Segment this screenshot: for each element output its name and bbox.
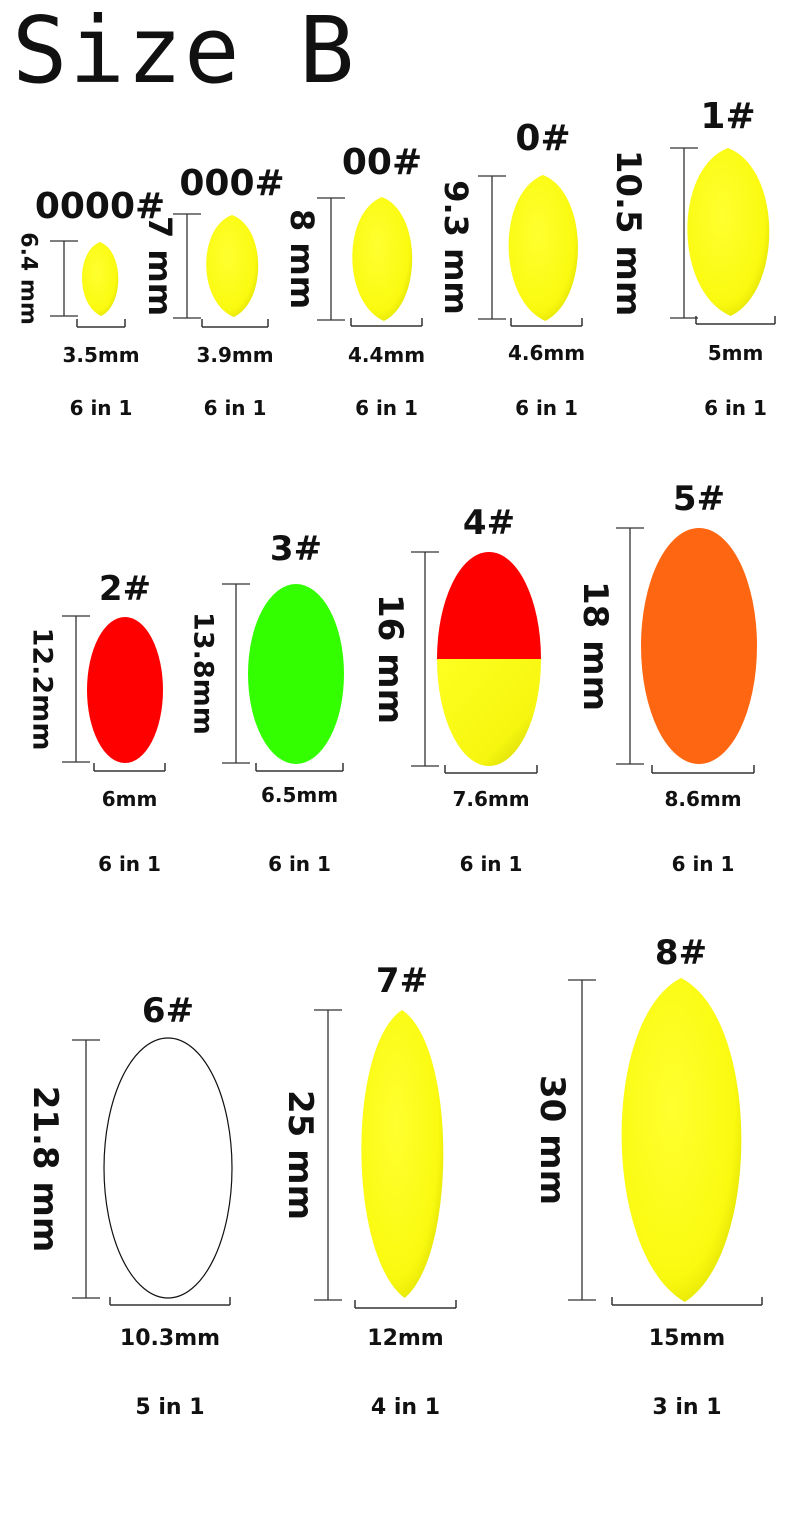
float-item-f7: 7# 25 mm 12mm 4 in 1	[280, 961, 457, 1420]
float-number-label: 0#	[515, 118, 570, 159]
float-pack-label: 5 in 1	[135, 1395, 204, 1420]
page-title: Size B	[12, 0, 357, 104]
float-body	[248, 584, 344, 764]
float-pack-label: 6 in 1	[672, 852, 735, 876]
float-pack-label: 6 in 1	[515, 396, 578, 420]
float-height-label: 16 mm	[370, 594, 410, 724]
float-item-f0: 0# 9.3 mm 4.6mm 6 in 1	[437, 118, 585, 420]
float-number-label: 5#	[673, 479, 725, 519]
float-item-f000: 000#7 mm 3.9mm 6 in 1	[141, 163, 285, 420]
float-pack-label: 6 in 1	[268, 852, 331, 876]
float-pack-label: 6 in 1	[70, 396, 133, 420]
float-number-label: 2#	[99, 569, 151, 609]
float-pack-label: 6 in 1	[704, 396, 767, 420]
float-height-label: 7 mm	[141, 216, 179, 316]
float-body	[508, 175, 578, 321]
float-width-label: 3.9mm	[196, 343, 273, 367]
float-item-f6: 6# 21.8 mm 10.3mm 5 in 1	[25, 991, 233, 1420]
float-body	[206, 215, 259, 317]
float-number-label: 6#	[142, 991, 194, 1031]
float-pack-label: 6 in 1	[460, 852, 523, 876]
float-body	[352, 197, 413, 321]
float-body	[103, 1037, 233, 1299]
float-number-label: 0000#	[35, 186, 165, 227]
float-item-f4: 4# 16 mm 7.6mm 6 in 1	[370, 503, 541, 876]
float-number-label: 1#	[700, 96, 755, 137]
float-height-label: 9.3 mm	[437, 180, 475, 315]
float-width-label: 10.3mm	[120, 1326, 220, 1351]
float-height-label: 18 mm	[575, 581, 615, 711]
float-width-label: 4.4mm	[348, 343, 425, 367]
float-height-label: 12.2mm	[27, 628, 58, 751]
float-width-label: 6.5mm	[261, 783, 338, 807]
float-item-f1: 1# 10.5 mm 5mm 6 in 1	[608, 96, 776, 420]
float-item-f8: 8# 30 mm 15mm 3 in 1	[532, 933, 763, 1420]
float-body	[437, 552, 541, 766]
float-item-f2: 2# 12.2mm 6mm 6 in 1	[27, 569, 166, 876]
float-height-label: 8 mm	[283, 209, 321, 309]
float-width-label: 3.5mm	[62, 343, 139, 367]
float-body	[687, 148, 770, 316]
float-height-label: 21.8 mm	[25, 1086, 65, 1253]
float-item-f5: 5# 18 mm 8.6mm 6 in 1	[575, 479, 757, 876]
float-body	[621, 978, 742, 1302]
float-height-label: 13.8mm	[188, 612, 219, 735]
float-pack-label: 6 in 1	[204, 396, 267, 420]
float-number-label: 7#	[376, 961, 428, 1001]
float-pack-label: 3 in 1	[652, 1395, 721, 1420]
float-body	[87, 617, 163, 763]
float-body	[361, 1010, 444, 1298]
float-number-label: 000#	[179, 163, 284, 204]
float-item-f0000: 0000# 6.4 mm 3.5mm 6 in 1	[16, 186, 166, 420]
float-width-label: 12mm	[367, 1326, 443, 1351]
float-number-label: 4#	[463, 503, 515, 543]
float-pack-label: 6 in 1	[355, 396, 418, 420]
float-item-f3: 3# 13.8mm 6.5mm 6 in 1	[188, 529, 344, 876]
float-width-label: 15mm	[649, 1326, 725, 1351]
float-width-label: 8.6mm	[664, 787, 741, 811]
float-pack-label: 4 in 1	[371, 1395, 440, 1420]
float-width-label: 7.6mm	[452, 787, 529, 811]
float-width-label: 5mm	[708, 341, 764, 365]
float-number-label: 8#	[655, 933, 707, 973]
float-width-label: 6mm	[102, 787, 158, 811]
float-body	[82, 242, 119, 316]
float-width-label: 4.6mm	[508, 341, 585, 365]
float-body	[641, 528, 757, 764]
float-number-label: 3#	[270, 529, 322, 569]
float-top-half	[437, 552, 541, 659]
float-number-label: 00#	[342, 142, 422, 183]
float-height-label: 30 mm	[532, 1075, 572, 1205]
float-height-label: 25 mm	[280, 1090, 320, 1220]
float-height-label: 6.4 mm	[16, 232, 41, 324]
float-height-label: 10.5 mm	[608, 150, 648, 317]
float-bottom-half	[437, 659, 541, 766]
float-pack-label: 6 in 1	[98, 852, 161, 876]
float-item-f00: 00# 8 mm 4.4mm 6 in 1	[283, 142, 425, 420]
